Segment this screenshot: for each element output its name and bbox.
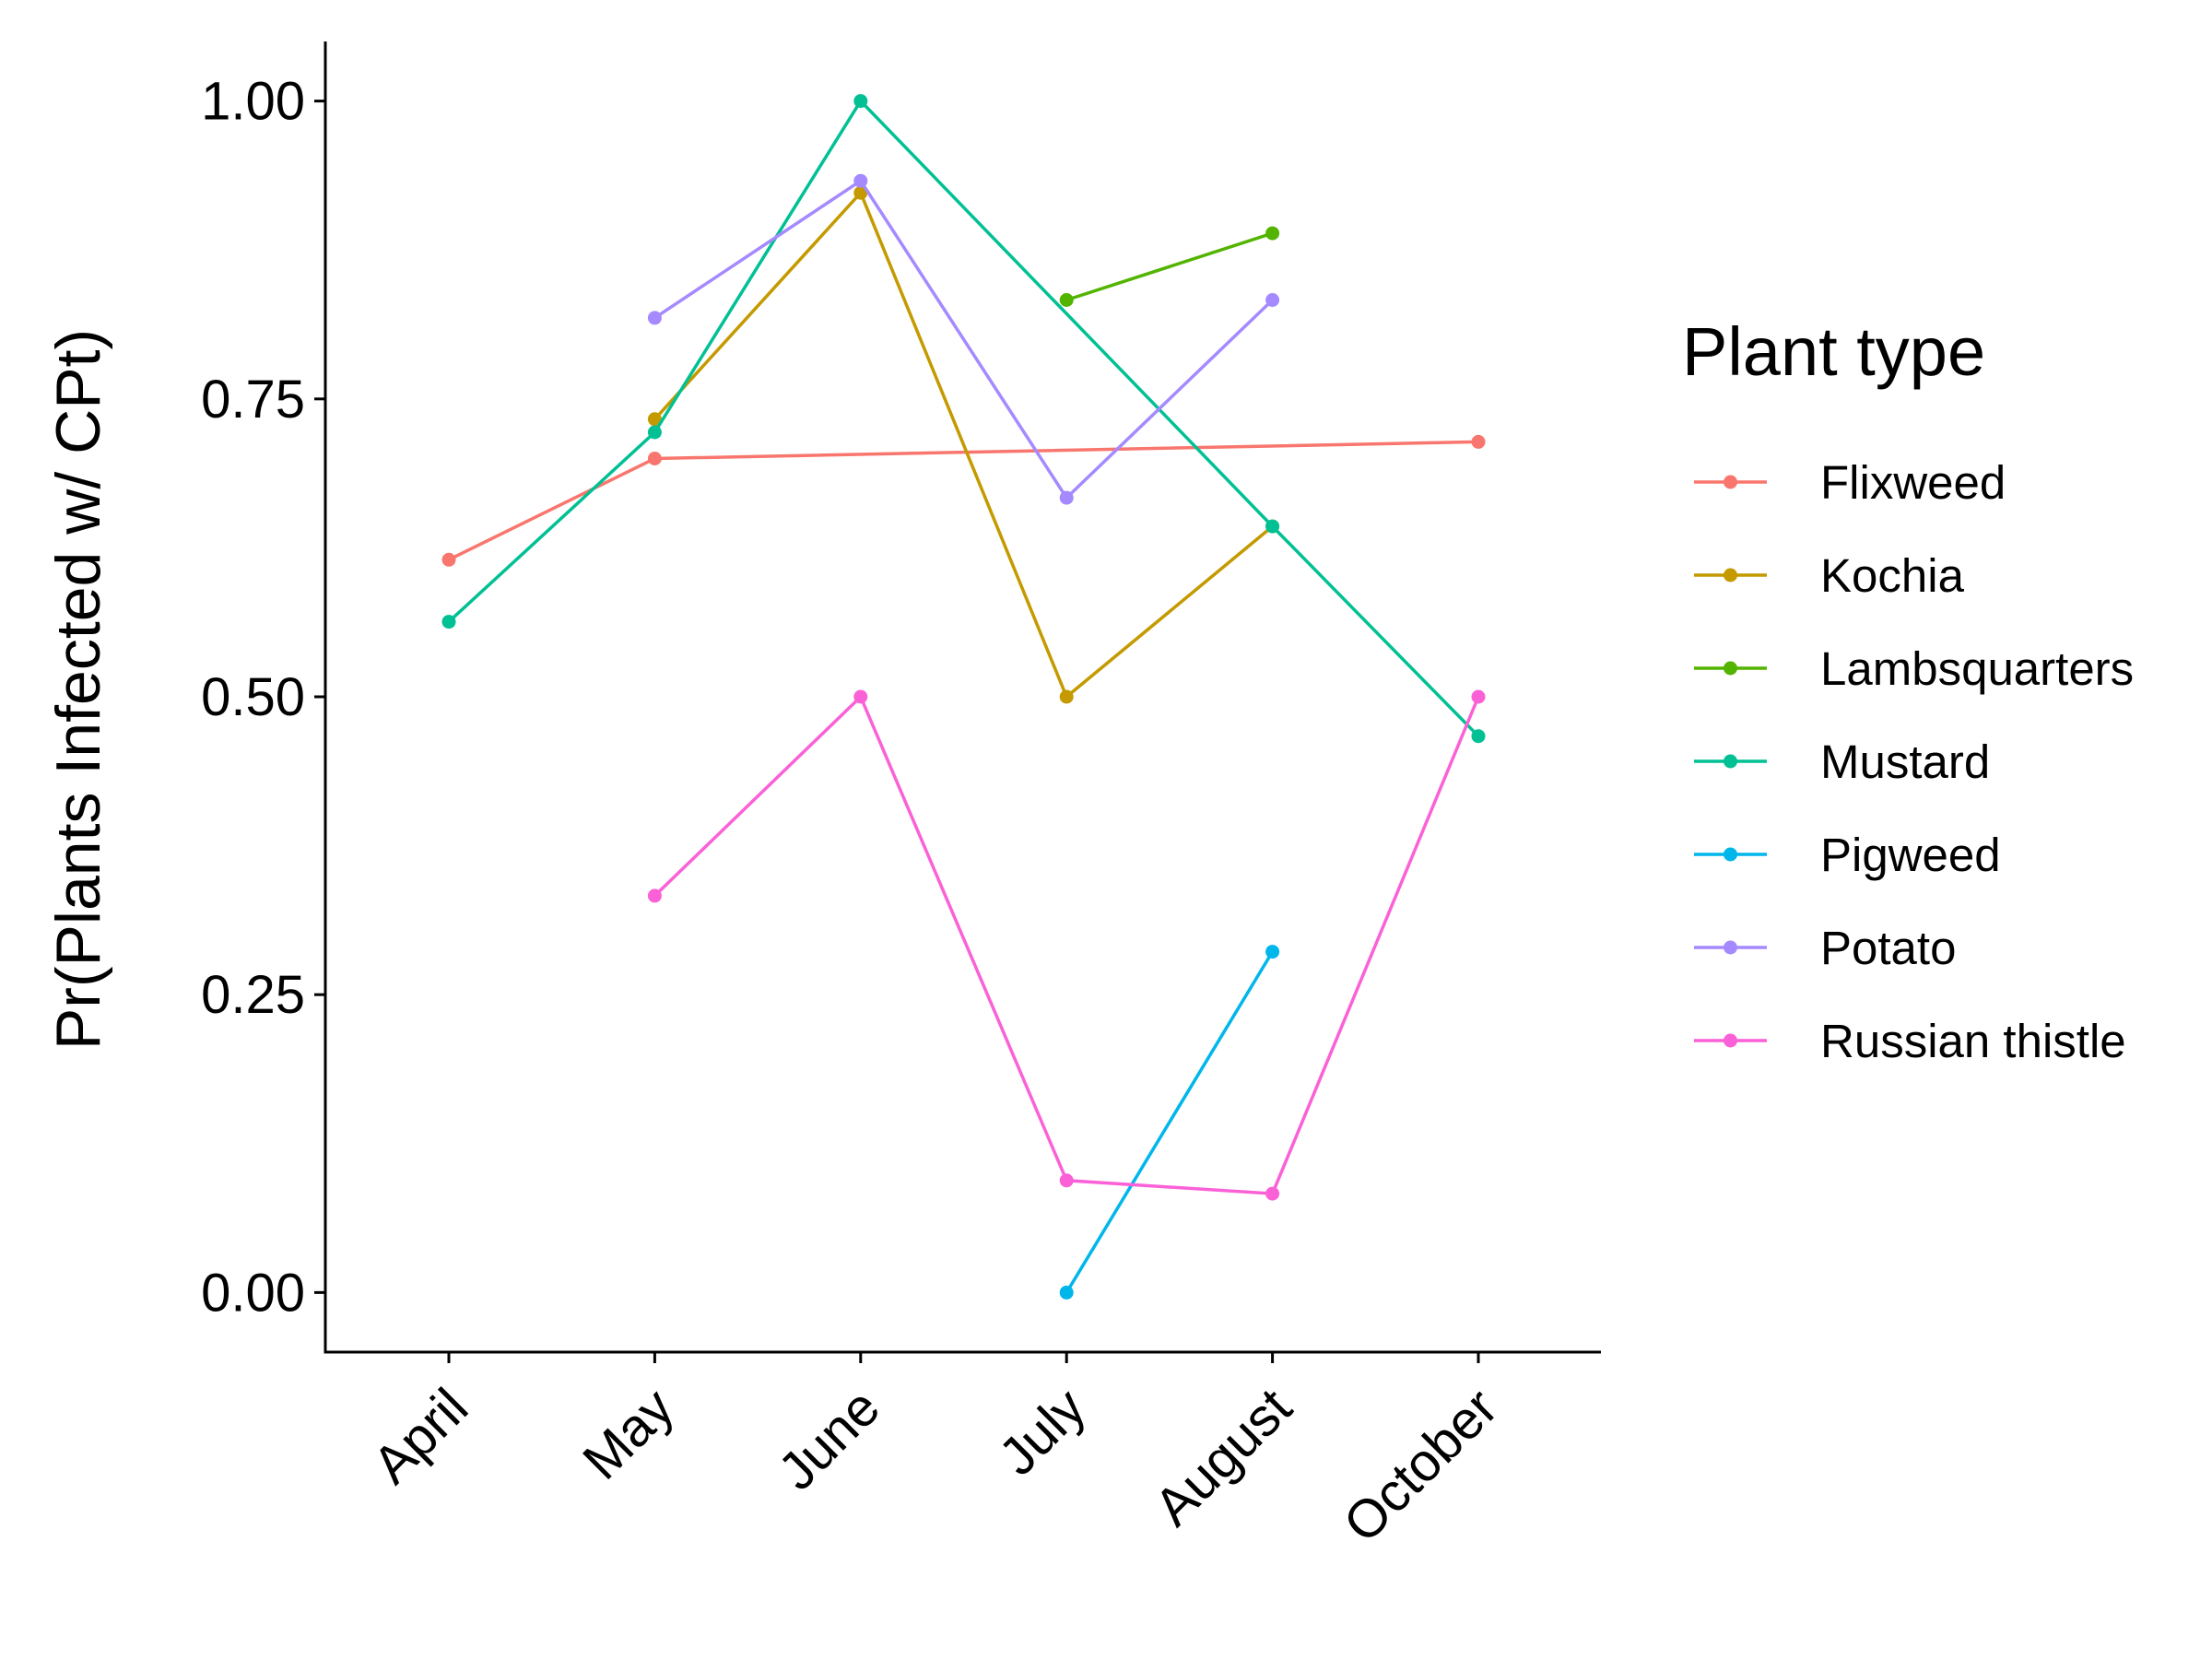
y-tick-label: 0.50	[201, 667, 305, 727]
x-tick-label-april: April	[361, 1377, 479, 1495]
data-point-kochia	[647, 412, 662, 427]
y-ticks: 0.00 0.25 0.50 0.75 1.00	[201, 72, 325, 1323]
series-line-flixweed	[448, 440, 1479, 561]
legend-item-kochia: Kochia	[1694, 549, 1965, 602]
data-point-russian-thistle	[853, 689, 868, 704]
legend-title: Plant type	[1682, 313, 1985, 390]
data-point-mustard	[853, 94, 868, 109]
legend-label: Pigweed	[1820, 829, 2001, 881]
series-pigweed	[1059, 945, 1280, 1300]
series-flixweed	[441, 434, 1486, 567]
legend-label: Potato	[1820, 922, 1956, 974]
series-line-mustard	[447, 98, 1480, 737]
series-lambsquarters	[1059, 226, 1280, 307]
series-russian-thistle	[647, 689, 1486, 1201]
data-point-russian-thistle	[1265, 1186, 1280, 1201]
data-point-kochia	[1059, 689, 1074, 704]
data-point-flixweed	[647, 452, 662, 465]
legend-key-point	[1724, 568, 1737, 582]
data-point-kochia	[853, 185, 868, 200]
y-tick-label: 1.00	[201, 72, 305, 132]
data-point-potato	[853, 173, 868, 188]
y-tick-label: 0.00	[201, 1263, 305, 1323]
y-axis-title: Pr(Plants Infected w/ CPt)	[43, 329, 113, 1050]
series-line-kochia	[653, 189, 1274, 700]
legend-label: Lambsquarters	[1820, 642, 2134, 695]
series-line-russian-thistle	[653, 693, 1480, 1195]
data-point-russian-thistle	[1471, 689, 1486, 704]
legend-key-point	[1724, 754, 1737, 769]
series-line-pigweed	[1065, 950, 1275, 1294]
legend-key-point	[1724, 475, 1737, 489]
data-point-flixweed	[1471, 434, 1486, 449]
legend-key-point	[1724, 661, 1737, 676]
data-point-potato	[1265, 293, 1280, 307]
data-point-pigweed	[1265, 945, 1280, 959]
legend-item-mustard: Mustard	[1694, 735, 1990, 788]
x-tick-label-october: October	[1332, 1377, 1509, 1554]
data-point-potato	[1059, 490, 1074, 505]
legend-item-lambsquarters: Lambsquarters	[1694, 642, 2134, 695]
legend-item-flixweed: Flixweed	[1694, 456, 2006, 509]
data-point-russian-thistle	[1059, 1173, 1074, 1188]
data-point-mustard	[441, 615, 456, 629]
legend-label: Kochia	[1820, 549, 1965, 602]
data-point-mustard	[647, 425, 662, 440]
data-point-lambsquarters	[1265, 226, 1280, 241]
legend-item-pigweed: Pigweed	[1694, 829, 2001, 881]
data-point-pigweed	[1059, 1285, 1074, 1300]
x-tick-label-august: August	[1143, 1377, 1303, 1537]
legend-key-point	[1724, 940, 1737, 955]
legend-item-potato: Potato	[1694, 922, 1956, 974]
data-point-russian-thistle	[647, 888, 662, 903]
legend-label: Mustard	[1820, 735, 1990, 788]
axes	[324, 41, 1601, 1354]
series-line-lambsquarters	[1065, 231, 1274, 302]
legend-label: Flixweed	[1820, 456, 2006, 509]
x-tick-label-june: June	[767, 1377, 891, 1501]
series-line-potato	[653, 178, 1274, 500]
legend-label: Russian thistle	[1820, 1015, 2126, 1067]
legend-key-point	[1724, 1033, 1737, 1048]
y-tick-label: 0.25	[201, 965, 305, 1025]
data-point-lambsquarters	[1059, 293, 1074, 307]
legend-item-russian-thistle: Russian thistle	[1694, 1015, 2126, 1067]
legend-key-point	[1724, 847, 1737, 862]
x-tick-label-july: July	[987, 1377, 1097, 1487]
series-mustard	[441, 94, 1486, 744]
legend: Plant type Flixweed Kochia Lambsquarters Mu…	[1682, 313, 2134, 1067]
x-ticks: April May June July August October	[361, 1352, 1509, 1554]
x-tick-label-may: May	[571, 1377, 685, 1490]
data-point-flixweed	[441, 552, 456, 567]
data-point-mustard	[1265, 519, 1280, 534]
series-kochia	[647, 185, 1280, 704]
series-potato	[647, 173, 1280, 505]
y-tick-label: 0.75	[201, 370, 305, 429]
plot-area	[441, 94, 1486, 1300]
data-point-potato	[647, 311, 662, 325]
data-point-mustard	[1471, 729, 1486, 744]
